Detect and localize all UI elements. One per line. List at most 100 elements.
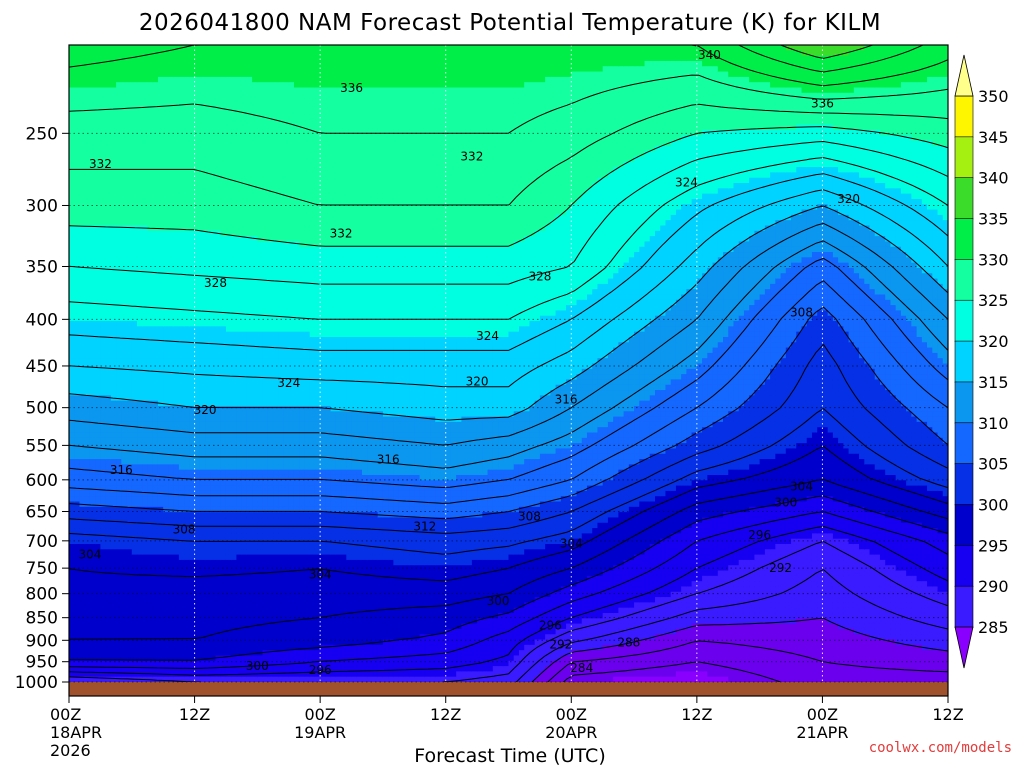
heatmap-cell [116,336,122,343]
heatmap-cell [173,299,180,306]
heatmap-cell [199,198,206,205]
heatmap-cell [152,352,159,359]
heatmap-cell [84,172,91,179]
heatmap-cell [273,321,279,327]
heatmap-cell [278,496,285,503]
heatmap-cell [142,575,149,582]
heatmap-cell [189,352,196,359]
heatmap-cell [152,570,159,577]
heatmap-cell [246,459,253,465]
heatmap-cell [205,204,211,211]
heatmap-cell [105,586,112,593]
heatmap-cell [69,310,75,317]
heatmap-cell [100,66,107,73]
heatmap-cell [137,55,143,62]
heatmap-cell [110,172,117,179]
heatmap-cell [273,591,279,598]
heatmap-cell [205,246,211,253]
heatmap-cell [105,379,112,386]
heatmap-cell [220,416,227,423]
heatmap-cell [194,198,201,205]
heatmap-cell [110,198,117,205]
heatmap-cell [152,586,159,593]
heatmap-cell [173,676,180,683]
heatmap-cell [205,326,211,333]
heatmap-cell [126,167,133,173]
heatmap-cell [184,443,190,450]
heatmap-cell [178,517,185,524]
heatmap-cell [121,299,128,306]
heatmap-cell [205,612,211,619]
heatmap-cell [278,204,285,211]
heatmap-cell [184,676,190,683]
heatmap-cell [199,480,206,487]
heatmap-cell [262,156,269,163]
heatmap-cell [121,352,128,359]
heatmap-cell [79,448,86,455]
heatmap-cell [189,506,196,513]
heatmap-cell [168,443,175,450]
heatmap-cell [205,602,211,609]
heatmap-cell [246,76,253,83]
heatmap-cell [273,352,279,359]
heatmap-cell [262,267,269,274]
heatmap-cell [220,299,227,306]
heatmap-cell [105,480,112,487]
heatmap-cell [220,140,227,147]
heatmap-cell [152,92,159,99]
heatmap-cell [69,464,75,471]
heatmap-cell [105,474,112,481]
heatmap-cell [89,591,96,598]
heatmap-cell [231,363,238,370]
heatmap-cell [241,161,248,168]
heatmap-cell [273,252,279,258]
heatmap-cell [95,591,101,598]
heatmap-cell [267,331,274,338]
heatmap-cell [110,522,117,529]
heatmap-cell [142,246,149,253]
heatmap-cell [74,437,81,444]
heatmap-cell [69,273,75,280]
heatmap-cell [152,114,159,120]
heatmap-cell [220,76,227,83]
heatmap-cell [262,390,269,396]
heatmap-cell [116,384,122,391]
heatmap-cell [137,517,143,524]
heatmap-cell [142,379,149,386]
heatmap-cell [215,623,222,630]
heatmap-cell [173,639,180,646]
heatmap-cell [152,55,159,62]
heatmap-cell [178,676,185,683]
heatmap-cell [152,119,159,126]
heatmap-cell [231,204,238,211]
heatmap-cell [178,214,185,221]
heatmap-cell [210,628,217,635]
heatmap-cell [137,416,143,423]
heatmap-cell [79,114,86,120]
heatmap-cell [142,92,149,99]
heatmap-cell [105,581,112,588]
heatmap-cell [74,395,81,402]
heatmap-cell [110,639,117,646]
heatmap-cell [173,336,180,343]
heatmap-cell [231,575,238,582]
heatmap-cell [262,575,269,582]
heatmap-cell [105,114,112,120]
heatmap-cell [100,533,107,540]
heatmap-cell [273,55,279,62]
heatmap-cell [168,198,175,205]
heatmap-cell [89,76,96,83]
heatmap-cell [168,108,175,115]
heatmap-cell [178,543,185,550]
heatmap-cell [241,82,248,89]
heatmap-cell [137,538,143,545]
heatmap-cell [273,597,279,603]
heatmap-cell [105,87,112,94]
heatmap-cell [116,528,122,534]
heatmap-cell [231,427,238,434]
heatmap-cell [257,660,264,667]
heatmap-cell [246,474,253,481]
heatmap-cell [105,188,112,195]
heatmap-cell [173,591,180,598]
heatmap-cell [147,331,154,338]
